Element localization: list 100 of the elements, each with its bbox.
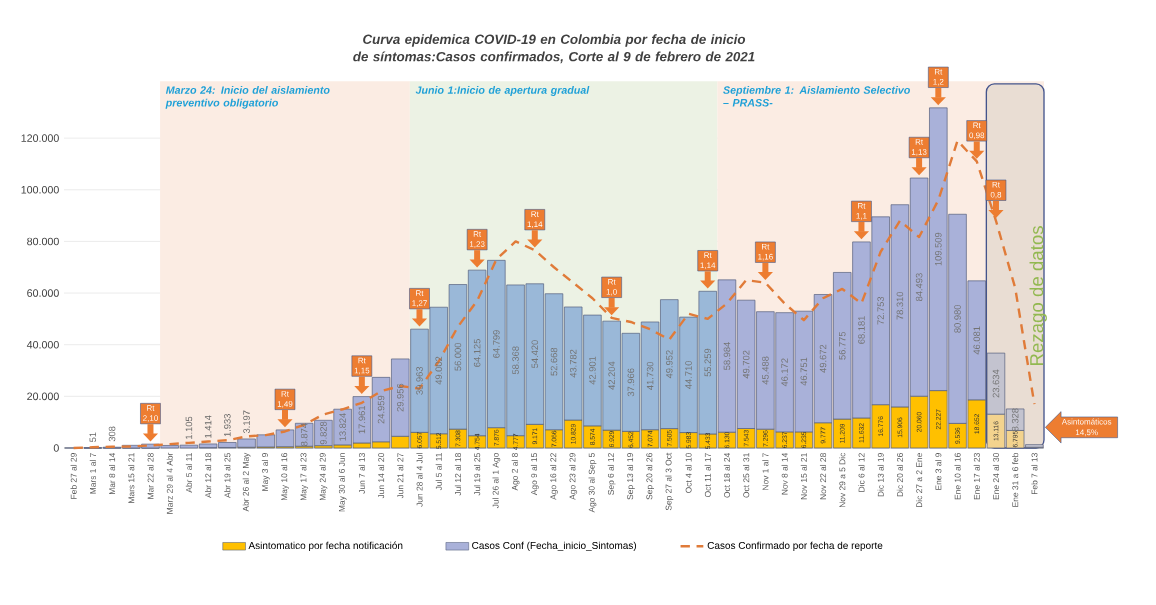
x-tick-label: Dic 6 al 12: [858, 452, 865, 492]
data-label: 8.328: [1011, 408, 1019, 431]
x-tick-label: Abr 5 al 11: [185, 452, 192, 493]
annotation: Rt 1,2: [933, 68, 944, 86]
data-label: 72.753: [877, 296, 884, 325]
data-label: 1.105: [185, 416, 193, 439]
x-tick-label: Abr 19 al 25: [224, 452, 231, 498]
x-tick-label: Ago 9 al 15: [530, 452, 539, 496]
data-label: 56.775: [838, 331, 846, 360]
annotation: Rt 1,13: [911, 139, 927, 156]
data-label: 17.961: [358, 405, 366, 434]
x-tick-label: Sep 13 al 19: [626, 452, 635, 500]
legend-label: Casos Conf (Fecha_inicio_Sintomas): [472, 541, 637, 551]
data-label: 3.197: [243, 410, 250, 433]
y-tick-label: 80.000: [27, 237, 59, 246]
data-label: 44.710: [685, 360, 692, 389]
data-label: 49.952: [666, 350, 673, 379]
data-label: 49.002: [435, 356, 443, 385]
annotation: Rt 2,10: [143, 405, 158, 422]
data-label: 68.181: [858, 315, 865, 344]
text: Asintomáticos 14,5%: [1061, 418, 1112, 436]
x-tick-label: Ene 17 al 23: [973, 452, 980, 500]
x-tick-label: Ene 31 a 6 feb: [1012, 452, 1019, 507]
x-tick-label: Jul 26 al 1 Ago: [492, 452, 501, 508]
y-tick-label: 60.000: [27, 289, 59, 297]
data-label: 54.420: [531, 339, 539, 368]
x-tick-label: Nov 29 a 5 Dic: [839, 452, 846, 507]
data-label: 58.368: [512, 346, 519, 375]
data-label: 49.702: [742, 350, 750, 379]
annotation: Rt 1,27: [412, 290, 427, 307]
data-label: 46.751: [800, 357, 808, 386]
data-label: 64.799: [493, 330, 500, 358]
x-tick-label: Jul 12 al 18: [454, 452, 462, 496]
annotation: Rt 1,1: [856, 202, 867, 220]
annotation: Rt 1,16: [758, 243, 773, 261]
x-tick-label: Mar 8 al 14: [108, 452, 116, 494]
data-label: 55.259: [704, 348, 712, 377]
data-label: 37.966: [627, 368, 635, 397]
annotation: Rt 1,49: [277, 390, 293, 408]
x-tick-label: Sep 6 al 12: [607, 452, 616, 495]
annotation: Rt 1,14: [527, 211, 543, 228]
x-tick-label: Jul 5 al 11: [435, 452, 442, 491]
x-tick-label: Nov 8 al 14: [781, 452, 788, 495]
y-tick-label: 0: [53, 444, 59, 452]
data-label: 45.488: [762, 356, 769, 385]
x-tick-label: Jun 28 al 4 Jul: [416, 453, 423, 507]
x-tick-label: Dic 20 al 26: [896, 452, 903, 497]
x-tick-label: May 24 al 29: [319, 452, 328, 500]
data-label: 51: [89, 432, 97, 442]
data-label: 56.000: [454, 342, 462, 371]
x-tick-label: Nov 22 al 28: [819, 452, 827, 500]
x-tick-label: Marz 29 al 4 Abr: [166, 452, 173, 514]
x-tick-label: Mars 1 al 7: [89, 452, 96, 494]
annotation: Rt 1,0: [606, 278, 617, 296]
data-label: 13.824: [339, 412, 346, 441]
data-label: 46.172: [781, 358, 788, 387]
x-tick-label: Feb 27 al 29: [70, 452, 77, 499]
data-label: 109.509: [935, 232, 942, 266]
data-label: 43.782: [569, 349, 577, 378]
x-tick-label: Ene 10 al 16: [954, 452, 961, 500]
x-tick-label: Mars 15 al 21: [128, 452, 135, 503]
x-tick-label: Mar 22 al 28: [147, 452, 154, 499]
annotation: Rt 1,23: [469, 231, 485, 248]
data-label: 41.730: [646, 361, 654, 390]
annotation: Rt 1,15: [354, 357, 370, 375]
data-label: 52.668: [550, 347, 558, 376]
x-tick-label: Ene 3 al 9: [935, 452, 942, 490]
x-tick-label: Oct 25 al 31: [743, 452, 750, 498]
x-tick-label: Nov 1 al 7: [762, 452, 769, 490]
data-label: 42.901: [589, 356, 596, 385]
y-tick-label: 20.000: [27, 392, 59, 400]
data-label: 58.984: [723, 341, 731, 370]
data-label: 1.414: [204, 415, 212, 438]
x-tick-label: Sep 27 al 3 Oct: [665, 452, 674, 511]
data-label: 8.874: [300, 423, 308, 446]
chart-title: Curva epidemica COVID-19 en Colombia por fecha de inicio de síntomas:Casos confirmados, Corte al 9 de febrero de 2021: [353, 34, 755, 64]
band-label: Marzo 24: Inicio del aislamiento preventivo obligatorio: [165, 85, 330, 109]
x-tick-label: Oct 18 al 24: [723, 452, 731, 498]
x-tick-label: Jul 19 al 25: [474, 452, 481, 496]
data-label: 1.933: [224, 413, 231, 437]
annotation: Rt 1,14: [700, 252, 716, 269]
data-label: 9.828: [320, 421, 327, 445]
legend-label: Asintomatico por fecha notificación: [248, 541, 403, 551]
data-label: 23.634: [992, 369, 1000, 398]
annotation: Rt 0,98: [969, 122, 985, 139]
x-tick-label: Oct 11 al 17: [704, 452, 711, 497]
x-tick-label: Abr 26 al 2 May: [242, 452, 251, 512]
band-label: Rezago de datos: [1029, 225, 1047, 365]
data-label: 308: [108, 426, 116, 442]
y-tick-label: 100.000: [21, 185, 59, 194]
x-tick-label: May 3 al 9: [261, 452, 270, 491]
data-label: 78.310: [896, 291, 904, 320]
x-tick-label: Ago 16 al 22: [550, 452, 558, 500]
x-tick-label: Ago 23 al 29: [569, 452, 578, 500]
data-label: 42.204: [608, 361, 615, 390]
y-tick-label: 120.000: [21, 134, 59, 142]
data-label: 84.493: [915, 273, 923, 301]
band-label: Septiembre 1: Aislamiento Selectivo – PRASS-: [723, 85, 910, 107]
x-tick-label: Oct 4 al 10: [685, 452, 692, 493]
x-tick-label: Jun 14 al 20: [377, 452, 385, 499]
